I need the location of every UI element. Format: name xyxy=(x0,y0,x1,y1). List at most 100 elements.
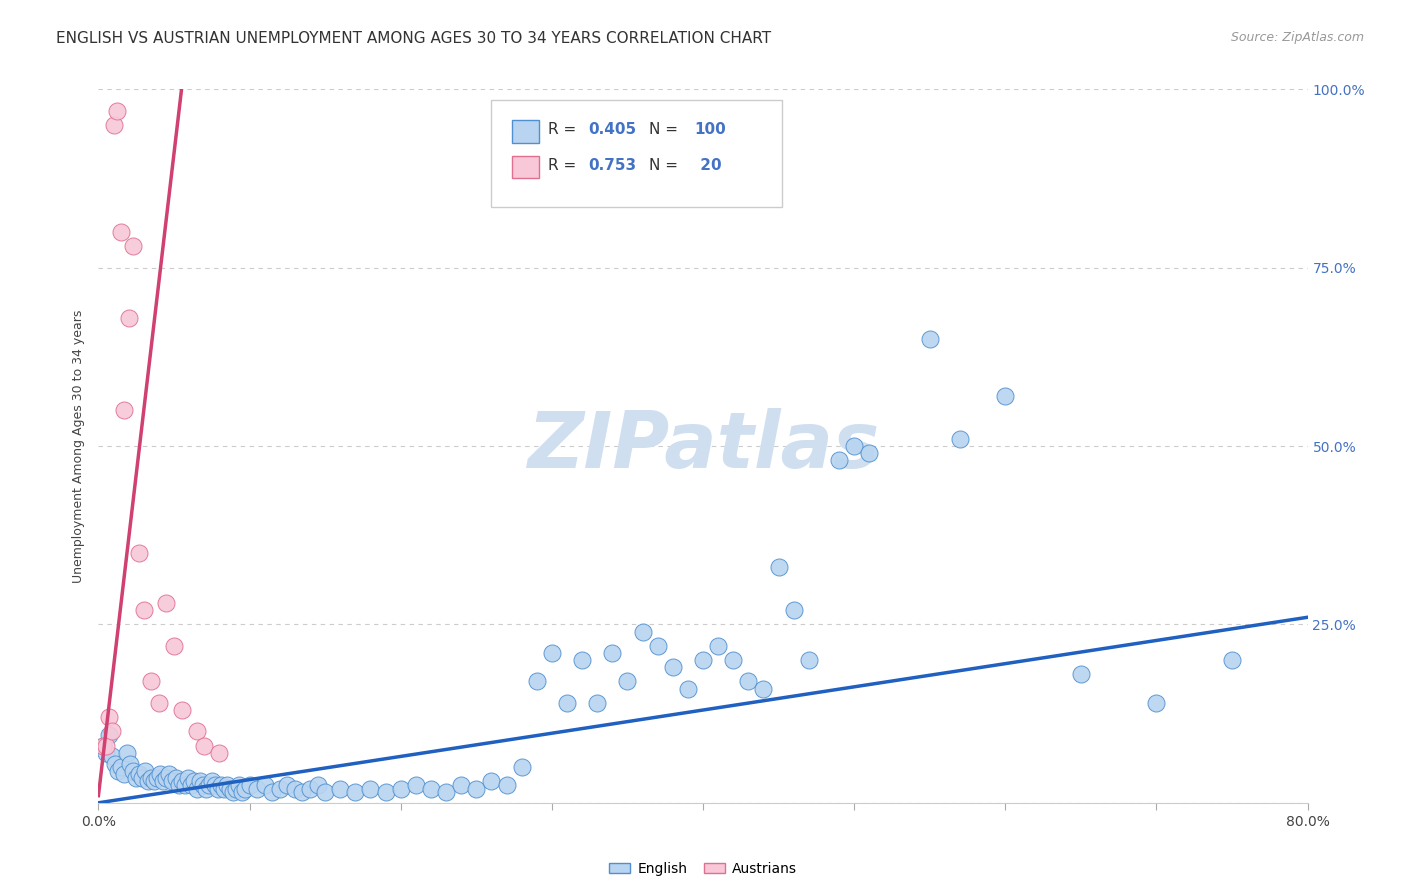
Point xyxy=(118,310,141,325)
Point xyxy=(262,785,284,799)
Point xyxy=(152,774,174,789)
Point xyxy=(162,774,184,789)
Point xyxy=(197,778,219,792)
Point xyxy=(481,774,503,789)
Text: ENGLISH VS AUSTRIAN UNEMPLOYMENT AMONG AGES 30 TO 34 YEARS CORRELATION CHART: ENGLISH VS AUSTRIAN UNEMPLOYMENT AMONG A… xyxy=(56,31,772,46)
Point xyxy=(307,778,329,792)
Point xyxy=(141,674,163,689)
Point xyxy=(828,453,851,467)
Point xyxy=(276,778,298,792)
Point xyxy=(112,767,135,781)
Point xyxy=(207,781,229,796)
Point xyxy=(389,781,412,796)
Point xyxy=(692,653,714,667)
Point xyxy=(125,771,148,785)
Point xyxy=(752,681,775,696)
Point xyxy=(110,760,132,774)
Point xyxy=(101,724,124,739)
Point xyxy=(188,774,211,789)
Point xyxy=(98,728,121,742)
Point xyxy=(122,239,145,253)
Point xyxy=(329,781,352,796)
FancyBboxPatch shape xyxy=(512,155,538,178)
Point xyxy=(405,778,427,792)
FancyBboxPatch shape xyxy=(492,100,782,207)
Point xyxy=(186,781,208,796)
Text: R =: R = xyxy=(548,158,581,173)
Point xyxy=(344,785,367,799)
Point xyxy=(374,785,396,799)
Point xyxy=(194,781,217,796)
Point xyxy=(495,778,517,792)
Point xyxy=(122,764,145,778)
Point xyxy=(1144,696,1167,710)
Point xyxy=(204,778,226,792)
Point xyxy=(159,767,181,781)
Text: 0.405: 0.405 xyxy=(588,122,637,137)
Point xyxy=(526,674,548,689)
Point xyxy=(104,756,127,771)
Point xyxy=(149,767,172,781)
Point xyxy=(631,624,654,639)
Point xyxy=(128,767,150,781)
Point xyxy=(146,771,169,785)
Point xyxy=(253,778,276,792)
Point xyxy=(231,785,253,799)
Point xyxy=(143,774,166,789)
Point xyxy=(314,785,336,799)
Point xyxy=(284,781,307,796)
Point xyxy=(141,771,163,785)
Text: N =: N = xyxy=(648,122,682,137)
Point xyxy=(176,771,198,785)
Point xyxy=(844,439,866,453)
Point xyxy=(222,785,245,799)
Point xyxy=(165,771,187,785)
Point xyxy=(858,446,880,460)
Point xyxy=(768,560,790,574)
Point xyxy=(101,749,124,764)
Point xyxy=(193,739,215,753)
Point xyxy=(131,771,153,785)
Point xyxy=(233,781,256,796)
Point xyxy=(183,774,205,789)
Point xyxy=(91,739,114,753)
Point xyxy=(186,724,208,739)
Point xyxy=(115,746,138,760)
Point xyxy=(212,781,235,796)
Point xyxy=(225,781,247,796)
Point xyxy=(510,760,533,774)
Point xyxy=(465,781,488,796)
Y-axis label: Unemployment Among Ages 30 to 34 years: Unemployment Among Ages 30 to 34 years xyxy=(72,310,84,582)
Point xyxy=(1070,667,1092,681)
Point xyxy=(170,703,193,717)
Point xyxy=(155,771,177,785)
Legend: English, Austrians: English, Austrians xyxy=(603,856,803,881)
Point xyxy=(571,653,593,667)
Point xyxy=(163,639,186,653)
Text: 0.753: 0.753 xyxy=(588,158,637,173)
Point xyxy=(103,118,125,132)
Point xyxy=(450,778,472,792)
Point xyxy=(586,696,609,710)
Point xyxy=(120,756,142,771)
Text: R =: R = xyxy=(548,122,581,137)
Point xyxy=(208,746,231,760)
Text: ZIPatlas: ZIPatlas xyxy=(527,408,879,484)
Point xyxy=(1220,653,1243,667)
FancyBboxPatch shape xyxy=(512,120,538,143)
Text: 100: 100 xyxy=(695,122,727,137)
Point xyxy=(107,764,129,778)
Point xyxy=(148,696,170,710)
Point xyxy=(94,746,117,760)
Point xyxy=(155,596,177,610)
Point xyxy=(167,778,190,792)
Point xyxy=(246,781,269,796)
Point xyxy=(98,710,121,724)
Point xyxy=(918,332,941,346)
Point xyxy=(215,778,238,792)
Point xyxy=(132,603,155,617)
Point xyxy=(299,781,322,796)
Point xyxy=(360,781,382,796)
Point xyxy=(782,603,804,617)
Point xyxy=(602,646,624,660)
